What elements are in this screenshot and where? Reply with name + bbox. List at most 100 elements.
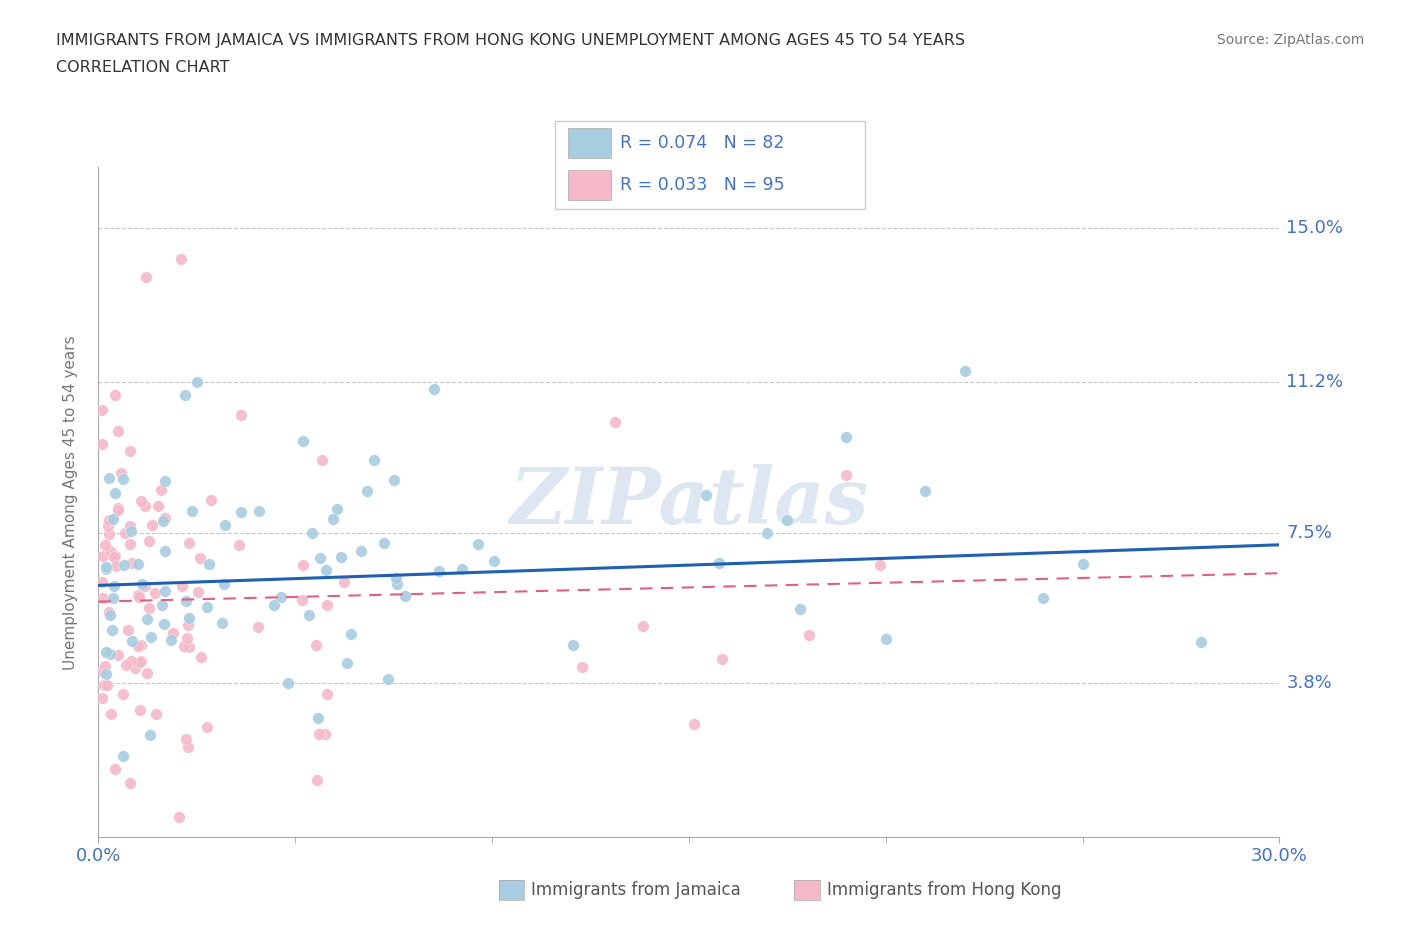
Point xyxy=(176,631,198,645)
Point xyxy=(356,484,378,498)
Point xyxy=(797,628,820,643)
Point xyxy=(170,252,193,267)
Text: 3.8%: 3.8% xyxy=(1286,674,1333,692)
Point xyxy=(104,485,127,500)
Point xyxy=(571,659,593,674)
Point xyxy=(177,618,200,632)
Point xyxy=(104,388,127,403)
Point xyxy=(139,630,162,644)
Point xyxy=(246,620,269,635)
Point xyxy=(114,525,136,540)
Point xyxy=(138,534,160,549)
Point xyxy=(195,720,218,735)
Point xyxy=(143,585,166,600)
Point xyxy=(91,437,114,452)
Text: 7.5%: 7.5% xyxy=(1286,524,1333,541)
Point xyxy=(482,553,505,568)
Point xyxy=(953,364,976,379)
Point xyxy=(124,660,146,675)
Point xyxy=(103,578,125,593)
Point xyxy=(200,493,222,508)
Point xyxy=(756,525,779,540)
Point xyxy=(683,717,706,732)
FancyBboxPatch shape xyxy=(555,121,865,209)
Point xyxy=(111,472,134,486)
Point xyxy=(291,592,314,607)
Point xyxy=(212,577,235,591)
Point xyxy=(96,562,118,577)
Text: CORRELATION CHART: CORRELATION CHART xyxy=(56,60,229,75)
Point xyxy=(305,638,328,653)
Point xyxy=(174,593,197,608)
Point xyxy=(91,591,114,605)
Point xyxy=(127,588,149,603)
Point xyxy=(128,590,150,604)
Point xyxy=(711,651,734,666)
Point xyxy=(94,538,117,552)
Point xyxy=(423,382,446,397)
Point xyxy=(138,727,160,742)
Point xyxy=(91,403,114,418)
Text: R = 0.074   N = 82: R = 0.074 N = 82 xyxy=(620,134,785,152)
Point xyxy=(174,387,197,402)
Point xyxy=(136,611,159,626)
Point xyxy=(167,809,190,824)
Point xyxy=(314,726,336,741)
Point xyxy=(228,538,250,552)
Point xyxy=(315,686,337,701)
Point xyxy=(100,623,122,638)
Point xyxy=(177,740,200,755)
Point xyxy=(277,676,299,691)
Text: 15.0%: 15.0% xyxy=(1286,219,1344,237)
Point xyxy=(1189,635,1212,650)
Point xyxy=(180,504,202,519)
Point xyxy=(104,549,127,564)
Point xyxy=(141,518,163,533)
Point xyxy=(307,773,329,788)
Point xyxy=(174,732,197,747)
Text: IMMIGRANTS FROM JAMAICA VS IMMIGRANTS FROM HONG KONG UNEMPLOYMENT AMONG AGES 45 : IMMIGRANTS FROM JAMAICA VS IMMIGRANTS FR… xyxy=(56,33,966,47)
Bar xyxy=(568,170,612,201)
Point xyxy=(134,578,156,593)
Text: Immigrants from Hong Kong: Immigrants from Hong Kong xyxy=(827,881,1062,899)
Text: 11.2%: 11.2% xyxy=(1286,374,1344,392)
Point xyxy=(394,589,416,604)
Point xyxy=(373,536,395,551)
Point xyxy=(91,690,114,705)
Point xyxy=(98,512,121,527)
Point xyxy=(121,653,143,668)
Point xyxy=(149,483,172,498)
Point xyxy=(363,452,385,467)
Point xyxy=(177,610,200,625)
Point xyxy=(633,619,655,634)
Point xyxy=(129,653,152,668)
Point xyxy=(96,644,118,659)
Point xyxy=(229,504,252,519)
Point xyxy=(198,556,221,571)
Point xyxy=(247,504,270,519)
Point xyxy=(112,686,135,701)
Point xyxy=(131,577,153,591)
Point xyxy=(111,749,134,764)
Point xyxy=(173,638,195,653)
Point xyxy=(150,598,173,613)
Point xyxy=(326,502,349,517)
Point xyxy=(301,526,323,541)
Point xyxy=(179,640,201,655)
Point xyxy=(155,584,177,599)
Point xyxy=(107,647,129,662)
Point xyxy=(91,575,114,590)
Point xyxy=(311,453,333,468)
Point xyxy=(138,601,160,616)
Point xyxy=(170,578,193,593)
Point xyxy=(91,663,114,678)
Point xyxy=(291,557,314,572)
Point xyxy=(190,650,212,665)
Point xyxy=(107,502,129,517)
Point xyxy=(162,626,184,641)
Point xyxy=(776,513,799,528)
Point xyxy=(120,524,142,538)
Point xyxy=(467,537,489,551)
Point xyxy=(384,570,406,585)
Point xyxy=(177,536,200,551)
